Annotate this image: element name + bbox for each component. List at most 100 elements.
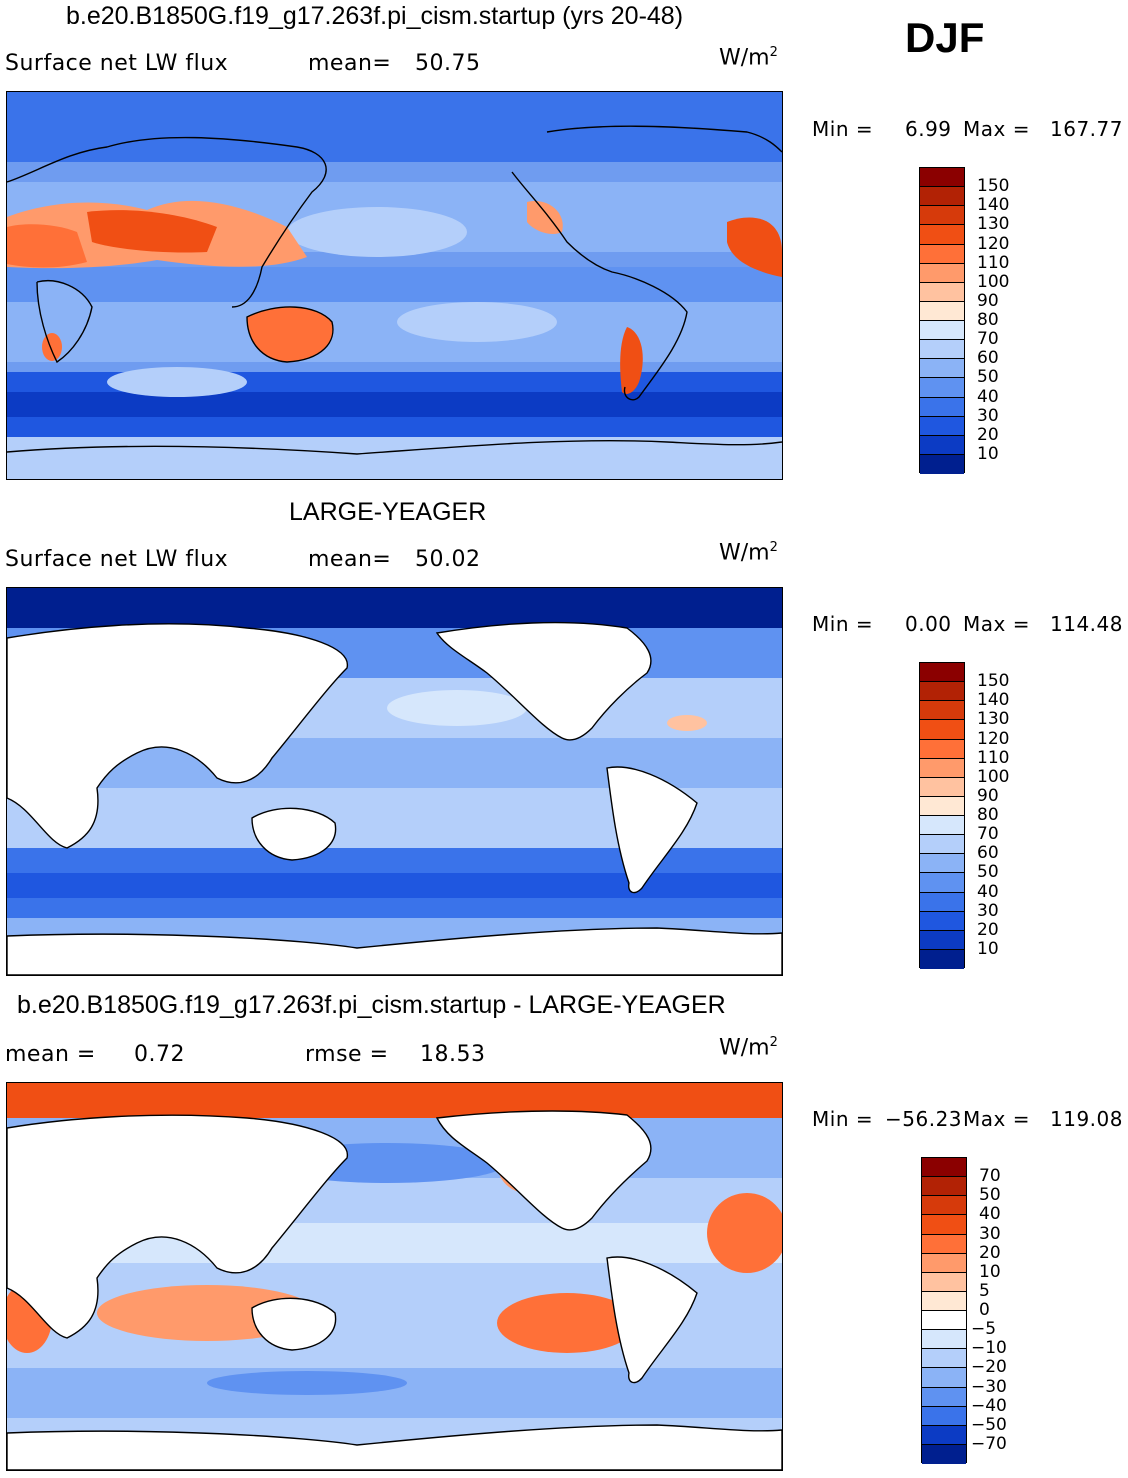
panel1-min-label: Min = (812, 117, 874, 141)
panel3-mean-label: mean = (5, 1042, 96, 1067)
colorbar-tick-label: 5 (979, 1280, 990, 1301)
colorbar-swatch (920, 416, 964, 436)
colorbar-swatch (922, 1349, 966, 1369)
colorbar-tick-label: 10 (977, 443, 999, 464)
colorbar-swatch (920, 949, 964, 969)
colorbar-tick-label: 130 (977, 709, 1010, 730)
colorbar-tick-label: 140 (977, 690, 1010, 711)
p3-patch-epac (497, 1293, 637, 1353)
colorbar-tick-label: 150 (977, 671, 1010, 692)
colorbar-tick-label: 100 (977, 766, 1010, 787)
colorbar-tick-label: 20 (977, 919, 999, 940)
colorbar-swatch (922, 1234, 966, 1254)
colorbar-tick-label: 0 (979, 1300, 990, 1320)
panel1-title: b.e20.B1850G.f19_g17.263f.pi_cism.startu… (66, 2, 684, 30)
panel1-units: W/m2 (719, 45, 778, 71)
colorbar-swatch (920, 359, 964, 379)
panel3-min-value: −56.23 (885, 1107, 963, 1131)
colorbar-swatch (920, 911, 964, 931)
colorbar-swatch (920, 206, 964, 226)
p1-patch-npac (287, 207, 467, 257)
p1-land-patagonia (620, 327, 643, 394)
colorbar-swatch (922, 1177, 966, 1197)
panel3-max-label: Max = (963, 1107, 1030, 1131)
panel2-max-label: Max = (963, 612, 1030, 636)
colorbar-tick-label: 110 (977, 252, 1010, 273)
p1-land-usSW (527, 201, 563, 234)
colorbar-tick-label: 20 (977, 424, 999, 445)
panel1-min-value: 6.99 (905, 117, 952, 141)
colorbar-tick-label: −30 (971, 1376, 1007, 1397)
colorbar-swatch (920, 435, 964, 455)
colorbar-swatch (920, 758, 964, 778)
colorbar-swatch (920, 930, 964, 950)
colorbar-swatch (920, 187, 964, 207)
p3-patch-eatl (707, 1193, 782, 1273)
panel3-rmse-value: 18.53 (420, 1042, 486, 1067)
panel1-mean-label: mean= (308, 51, 392, 76)
colorbar-tick-label: 70 (977, 824, 999, 845)
colorbar-tick-label: 10 (977, 938, 999, 959)
colorbar-tick-label: 130 (977, 214, 1010, 235)
panel1-colorbar (919, 167, 965, 474)
colorbar-tick-label: 30 (979, 1223, 1001, 1244)
panel3-mean-value: 0.72 (134, 1042, 185, 1067)
colorbar-tick-label: 70 (979, 1166, 1001, 1187)
colorbar-swatch (920, 378, 964, 398)
colorbar-tick-label: 80 (977, 310, 999, 330)
colorbar-swatch (920, 168, 964, 188)
panel2-colorbar (919, 662, 965, 969)
panel3-colorbar (921, 1157, 967, 1464)
colorbar-tick-label: 90 (977, 785, 999, 806)
colorbar-tick-label: 110 (977, 747, 1010, 768)
panel2-units: W/m2 (719, 540, 778, 566)
colorbar-swatch (922, 1272, 966, 1292)
colorbar-swatch (920, 301, 964, 321)
colorbar-swatch (922, 1311, 966, 1331)
p3-band-arctic (7, 1083, 782, 1118)
colorbar-tick-label: 70 (977, 329, 999, 350)
colorbar-tick-label: 60 (977, 348, 999, 369)
colorbar-tick-label: 50 (979, 1185, 1001, 1206)
panel2-variable: Surface net LW flux (5, 547, 229, 572)
colorbar-tick-label: 150 (977, 176, 1010, 197)
colorbar-swatch (920, 225, 964, 245)
season-label: DJF (905, 14, 985, 61)
p1-land-arabia (87, 210, 217, 253)
colorbar-tick-label: 40 (977, 881, 999, 902)
p2-band-arctic (7, 588, 782, 628)
colorbar-swatch (920, 720, 964, 740)
p1-land-australia (247, 306, 333, 362)
colorbar-swatch (920, 777, 964, 797)
colorbar-swatch (920, 282, 964, 302)
p1-land-saharaE (727, 217, 782, 277)
panel3-title: b.e20.B1850G.f19_g17.263f.pi_cism.startu… (17, 991, 726, 1019)
colorbar-swatch (920, 263, 964, 283)
colorbar-tick-label: 140 (977, 195, 1010, 216)
panel3-units: W/m2 (719, 1035, 778, 1061)
panel2-mean-label: mean= (308, 547, 392, 572)
panel1-variable: Surface net LW flux (5, 51, 229, 76)
p1-coastlines (7, 125, 782, 455)
colorbar-tick-label: −50 (971, 1414, 1007, 1435)
colorbar-tick-label: 50 (977, 862, 999, 883)
colorbar-swatch (920, 854, 964, 874)
p2-patch-atl (667, 715, 707, 731)
p1-land-sahara (7, 224, 87, 268)
colorbar-tick-label: −10 (971, 1338, 1007, 1359)
colorbar-swatch (920, 739, 964, 759)
panel3-map (6, 1082, 783, 1471)
colorbar-swatch (920, 892, 964, 912)
panel2-title: LARGE-YEAGER (289, 498, 487, 526)
colorbar-tick-label: −70 (971, 1433, 1007, 1454)
panel3-map-svg (7, 1083, 782, 1470)
p2-patch-npac (387, 690, 527, 726)
p2-land (7, 621, 782, 975)
p1-band-antarctic (7, 437, 782, 479)
colorbar-tick-label: 120 (977, 728, 1010, 749)
colorbar-swatch (922, 1253, 966, 1273)
colorbar-tick-label: −20 (971, 1357, 1007, 1378)
colorbar-swatch (922, 1406, 966, 1426)
colorbar-swatch (922, 1368, 966, 1388)
p3-land (7, 1110, 782, 1470)
